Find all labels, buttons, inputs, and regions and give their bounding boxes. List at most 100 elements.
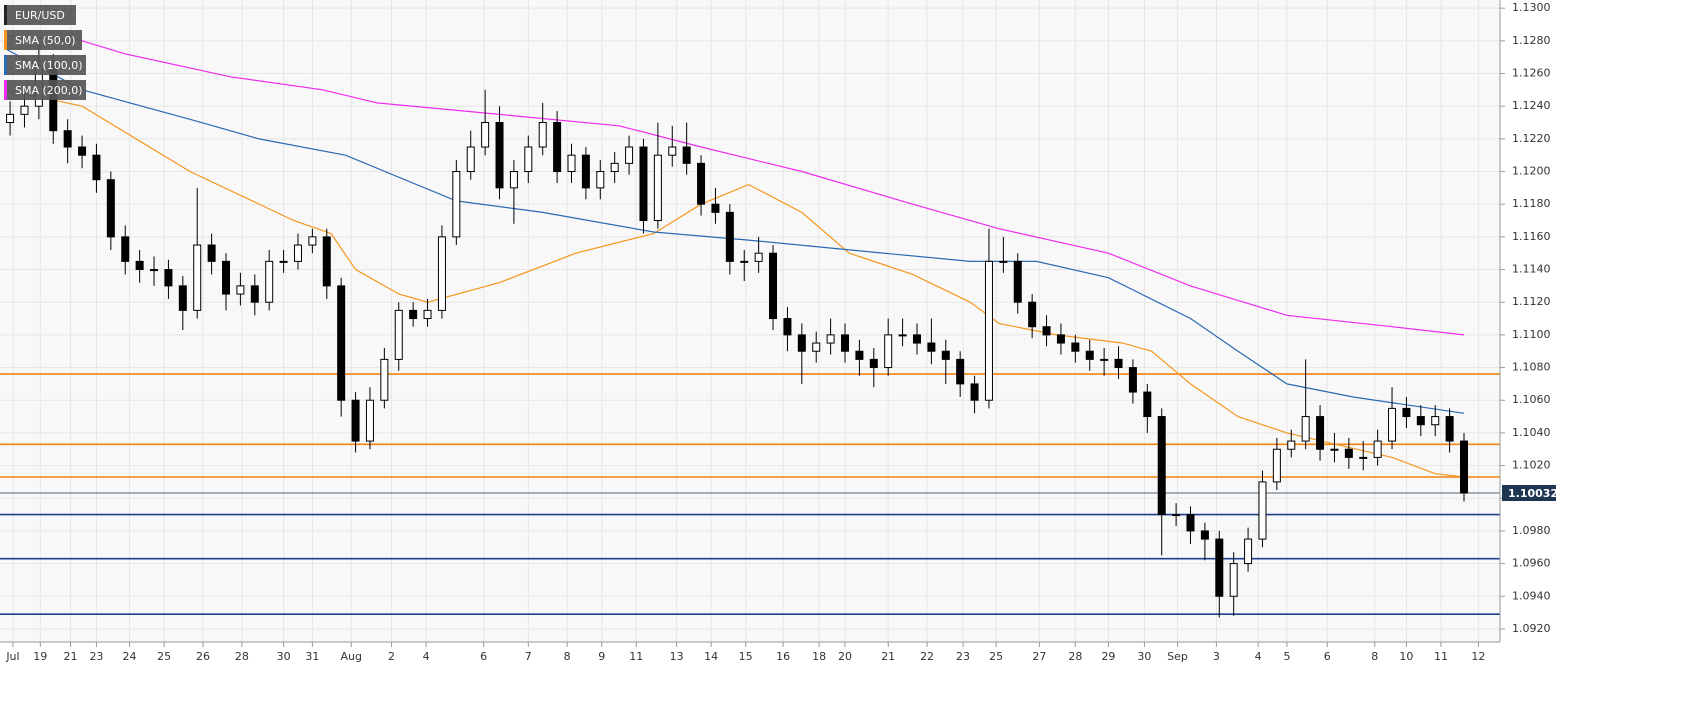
candle-body	[1100, 358, 1109, 361]
candle-body	[1085, 350, 1094, 360]
candle-body	[812, 342, 821, 352]
x-tick-label: 28	[1068, 650, 1082, 663]
candle-body	[394, 309, 403, 360]
candle-body	[365, 399, 374, 442]
candle-body	[1416, 416, 1425, 426]
candle-body	[697, 162, 706, 205]
candle-body	[884, 334, 893, 369]
candle-body	[63, 130, 72, 148]
candle-body	[610, 162, 619, 173]
candle-body	[927, 342, 936, 352]
candle-body	[135, 260, 144, 271]
candle-body	[841, 334, 850, 352]
y-tick-label: 1.1260	[1512, 67, 1551, 80]
candle-body	[1388, 407, 1397, 442]
candle-body	[308, 236, 317, 246]
candle-body	[999, 260, 1008, 263]
legend-label: SMA (200,0)	[15, 84, 83, 97]
legend-swatch	[4, 80, 7, 100]
x-tick-label: 30	[1137, 650, 1151, 663]
candle-body	[322, 236, 331, 287]
candle-body	[1431, 416, 1440, 426]
candle-body	[452, 171, 461, 238]
y-tick-label: 1.1180	[1512, 197, 1551, 210]
candle-body	[1344, 448, 1353, 458]
x-tick-label: 24	[123, 650, 137, 663]
candle-body	[78, 146, 87, 156]
candle-body	[639, 146, 648, 222]
candle-body	[1143, 391, 1152, 418]
candle-body	[898, 334, 907, 337]
candle-body	[1272, 448, 1281, 483]
candle-body	[912, 334, 921, 344]
y-tick-label: 1.1200	[1512, 165, 1551, 178]
candle-body	[236, 285, 245, 295]
x-tick-label: 13	[670, 650, 684, 663]
y-tick-label: 1.1160	[1512, 230, 1551, 243]
candle-body	[740, 260, 749, 263]
candle-body	[1128, 367, 1137, 393]
x-tick-label: 4	[423, 650, 430, 663]
candle-body	[538, 122, 547, 148]
y-tick-label: 1.0960	[1512, 557, 1551, 570]
candle-body	[567, 154, 576, 173]
candle-body	[653, 154, 662, 222]
sma-line	[5, 35, 1465, 336]
x-tick-label: 26	[196, 650, 210, 663]
candle-body	[150, 269, 159, 272]
y-tick-label: 1.1040	[1512, 426, 1551, 439]
candle-body	[1056, 334, 1065, 344]
legend-label: SMA (100,0)	[15, 59, 83, 72]
candle-body	[1114, 358, 1123, 369]
candle-body	[121, 236, 130, 262]
candle-body	[466, 146, 475, 173]
x-tick-label: 8	[1371, 650, 1378, 663]
legend-box	[4, 55, 86, 75]
y-tick-label: 1.1300	[1512, 1, 1551, 14]
candle-body	[941, 350, 950, 360]
candle-body	[553, 122, 562, 173]
last-price-label: 1.10032	[1508, 487, 1558, 500]
candle-body	[984, 260, 993, 401]
candle-body	[380, 358, 389, 401]
candle-body	[581, 154, 590, 189]
candle-body	[682, 146, 691, 164]
x-tick-label: 21	[881, 650, 895, 663]
y-tick-label: 1.1020	[1512, 459, 1551, 472]
candle-body	[596, 171, 605, 189]
y-tick-label: 1.1100	[1512, 328, 1551, 341]
x-tick-label: 25	[157, 650, 171, 663]
x-tick-label: 3	[1213, 650, 1220, 663]
candle-body	[783, 318, 792, 336]
sma-line	[5, 48, 1465, 414]
candle-body	[481, 122, 490, 148]
x-tick-label: 14	[704, 650, 718, 663]
x-tick-label: 16	[776, 650, 790, 663]
y-tick-label: 1.1080	[1512, 361, 1551, 374]
x-tick-label: 6	[480, 650, 487, 663]
y-tick-label: 1.1120	[1512, 295, 1551, 308]
candle-body	[409, 309, 418, 320]
legend-label: SMA (50,0)	[15, 34, 76, 47]
candle-body	[1042, 326, 1051, 336]
y-tick-label: 1.1240	[1512, 99, 1551, 112]
candle-body	[164, 269, 173, 287]
legend-label: EUR/USD	[15, 9, 65, 22]
x-tick-label: 6	[1324, 650, 1331, 663]
candle-body	[524, 146, 533, 173]
candle-body	[437, 236, 446, 311]
candle-body	[1013, 260, 1022, 303]
x-tick-label: 12	[1471, 650, 1485, 663]
candle-body	[1200, 530, 1209, 540]
candle-body	[1402, 407, 1411, 418]
candle-body	[337, 285, 346, 401]
candle-body	[668, 146, 677, 156]
x-tick-label: 5	[1283, 650, 1290, 663]
candle-body	[1316, 416, 1325, 450]
x-tick-label: 20	[838, 650, 852, 663]
legend-swatch	[4, 5, 7, 25]
plot-area	[0, 0, 1500, 642]
legend-swatch	[4, 30, 7, 50]
legend-box	[4, 80, 86, 100]
candle-body	[711, 203, 720, 213]
